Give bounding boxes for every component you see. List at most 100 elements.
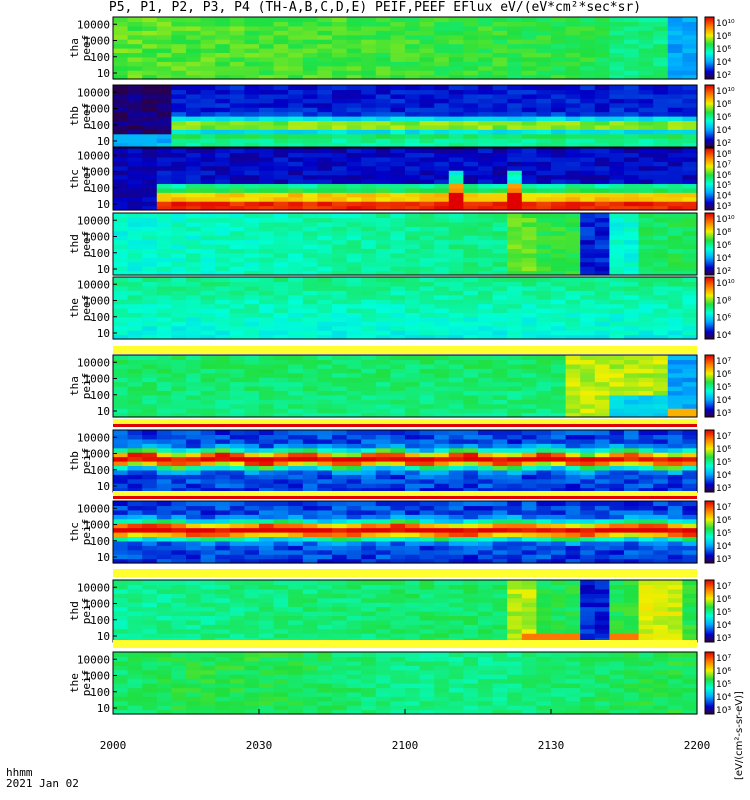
heatmap-cell	[215, 456, 231, 462]
heatmap-cell	[375, 399, 391, 405]
heatmap-cell	[229, 536, 245, 542]
heatmap-cell	[127, 98, 143, 104]
heatmap-cell	[507, 217, 523, 223]
heatmap-cell	[390, 39, 406, 45]
heatmap-cell	[215, 89, 231, 95]
heatmap-cell	[273, 363, 289, 369]
heatmap-cell	[390, 111, 406, 117]
heatmap-cell	[361, 540, 377, 546]
heatmap-cell	[667, 217, 683, 223]
heatmap-cell	[171, 316, 187, 322]
heatmap-cell	[594, 221, 610, 227]
heatmap-cell	[448, 549, 464, 555]
heatmap-cell	[259, 330, 275, 336]
heatmap-cell	[463, 540, 479, 546]
heatmap-cell	[419, 359, 435, 365]
heatmap-cell	[259, 266, 275, 272]
heatmap-cell	[521, 74, 537, 80]
heatmap-cell	[361, 580, 377, 586]
heatmap-cell	[186, 129, 202, 135]
heatmap-cell	[317, 312, 333, 318]
heatmap-cell	[405, 217, 421, 223]
heatmap-cell	[434, 192, 450, 198]
heatmap-cell	[142, 226, 158, 232]
heatmap-cell	[624, 290, 640, 296]
heatmap-cell	[142, 277, 158, 283]
heatmap-cell	[390, 170, 406, 176]
heatmap-cell	[200, 334, 216, 340]
heatmap-cell	[390, 536, 406, 542]
heatmap-cell	[682, 443, 698, 449]
heatmap-cell	[361, 465, 377, 471]
heatmap-cell	[667, 294, 683, 300]
heatmap-cell	[682, 133, 698, 139]
heatmap-cell	[492, 266, 508, 272]
heatmap-cell	[244, 399, 260, 405]
heatmap-cell	[244, 438, 260, 444]
heatmap-cell	[259, 593, 275, 599]
heatmap-cell	[113, 133, 129, 139]
heatmap-cell	[273, 299, 289, 305]
heatmap-cell	[594, 43, 610, 49]
heatmap-cell	[346, 602, 362, 608]
heatmap-cell	[375, 580, 391, 586]
heatmap-cell	[142, 584, 158, 590]
heatmap-cell	[244, 394, 260, 400]
heatmap-cell	[536, 213, 552, 219]
heatmap-cell	[127, 615, 143, 621]
heatmap-cell	[346, 469, 362, 475]
heatmap-cell	[463, 368, 479, 374]
heatmap-cell	[536, 248, 552, 254]
heatmap-cell	[215, 34, 231, 40]
heatmap-cell	[580, 469, 596, 475]
heatmap-cell	[536, 399, 552, 405]
heatmap-cell	[361, 277, 377, 283]
heatmap-cell	[580, 368, 596, 374]
heatmap-cell	[624, 17, 640, 23]
heatmap-cell	[113, 25, 129, 31]
heatmap-cell	[463, 536, 479, 542]
heatmap-cell	[609, 56, 625, 62]
heatmap-cell	[346, 165, 362, 171]
heatmap-cell	[390, 372, 406, 378]
heatmap-cell	[215, 438, 231, 444]
heatmap-cell	[434, 527, 450, 533]
heatmap-cell	[302, 152, 318, 158]
heatmap-cell	[536, 161, 552, 167]
heatmap-cell	[302, 452, 318, 458]
heatmap-cell	[273, 430, 289, 436]
heatmap-cell	[536, 226, 552, 232]
heatmap-cell	[302, 107, 318, 113]
heatmap-cell	[638, 266, 654, 272]
heatmap-cell	[405, 597, 421, 603]
heatmap-cell	[580, 89, 596, 95]
heatmap-cell	[317, 321, 333, 327]
heatmap-cell	[565, 527, 581, 533]
heatmap-cell	[594, 192, 610, 198]
heatmap-cell	[624, 235, 640, 241]
heatmap-cell	[215, 593, 231, 599]
heatmap-cell	[405, 34, 421, 40]
heatmap-cell	[565, 116, 581, 122]
heatmap-cell	[463, 152, 479, 158]
heatmap-cell	[448, 399, 464, 405]
heatmap-cell	[142, 330, 158, 336]
heatmap-cell	[448, 325, 464, 331]
heatmap-cell	[171, 30, 187, 36]
heatmap-cell	[653, 540, 669, 546]
heatmap-cell	[434, 312, 450, 318]
heatmap-cell	[127, 165, 143, 171]
heatmap-cell	[682, 514, 698, 520]
heatmap-cell	[259, 408, 275, 414]
heatmap-cell	[667, 266, 683, 272]
heatmap-cell	[682, 527, 698, 533]
heatmap-cell	[638, 43, 654, 49]
heatmap-cell	[332, 514, 348, 520]
heatmap-cell	[361, 70, 377, 76]
heatmap-cell	[434, 549, 450, 555]
heatmap-cell	[419, 17, 435, 23]
heatmap-cell	[638, 21, 654, 27]
heatmap-cell	[361, 192, 377, 198]
heatmap-cell	[638, 377, 654, 383]
heatmap-cell	[200, 281, 216, 287]
